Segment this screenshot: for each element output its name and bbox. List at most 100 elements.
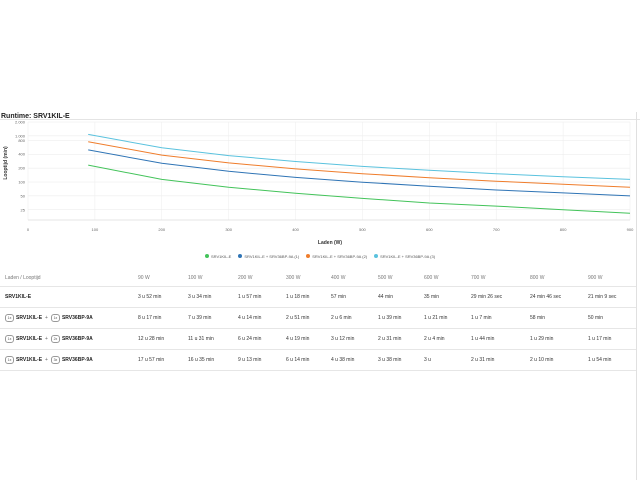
runtime-cell: 4 u 14 min — [238, 315, 262, 321]
legend-dot-icon — [204, 254, 209, 258]
plus-sign: + — [45, 336, 48, 342]
runtime-cell: 4 u 19 min — [286, 336, 310, 342]
chart-title: Runtime: SRV1KIL-E — [1, 113, 70, 120]
model-name: SRV1KIL-E — [5, 294, 32, 300]
x-tick-label: 400 — [292, 227, 299, 232]
table-column-header: 900 W — [588, 275, 603, 281]
quantity-badge: 1x — [50, 314, 60, 322]
legend-item[interactable]: SRV1KIL-E + SRV36BP-9A (3) — [374, 254, 435, 259]
quantity-badge: 2x — [50, 335, 60, 343]
runtime-cell: 1 u 18 min — [286, 294, 310, 300]
runtime-cell: 1 u 21 min — [424, 315, 448, 321]
model-name: SRV1KIL-E — [16, 315, 43, 321]
model-name: SRV1KIL-E — [16, 357, 43, 363]
legend-label: SRV1KIL-E — [210, 253, 232, 259]
legend-item[interactable]: SRV1KIL-E + SRV36BP-9A (2) — [306, 254, 367, 259]
quantity-badge: 3x — [50, 356, 60, 364]
runtime-cell: 1 u 54 min — [588, 357, 612, 363]
table-column-header: 400 W — [331, 275, 346, 281]
x-tick-label: 0 — [27, 227, 30, 232]
plus-sign: + — [45, 315, 48, 321]
row-label: 1x SRV1KIL-E +1x SRV36BP-9A — [5, 308, 93, 328]
runtime-cell: 2 u 51 min — [286, 315, 310, 321]
series-line — [88, 133, 631, 180]
x-tick-label: 300 — [225, 227, 232, 232]
runtime-cell: 29 min 26 sec — [471, 294, 503, 300]
x-tick-label: 200 — [158, 227, 165, 232]
table-column-header: 90 W — [138, 275, 150, 281]
runtime-cell: 17 u 57 min — [138, 357, 165, 363]
table-column-header: 600 W — [424, 275, 439, 281]
table-column-header: 800 W — [530, 275, 545, 281]
legend-item[interactable]: SRV1KIL-E + SRV36BP-9A (1) — [238, 254, 299, 259]
x-tick-label: 700 — [493, 227, 500, 232]
legend-dot-icon — [306, 254, 311, 258]
table-header-row: Laden / Looptijd 90 W 100 W 200 W 300 W 400 … — [0, 270, 636, 287]
legend-label: SRV1KIL-E + SRV36BP-9A (3) — [380, 253, 436, 259]
runtime-cell: 4 u 38 min — [331, 357, 355, 363]
series-line — [88, 164, 631, 214]
x-tick-label: 600 — [426, 227, 433, 232]
runtime-cell: 2 u 31 min — [471, 357, 495, 363]
runtime-cell: 11 u 31 min — [188, 336, 214, 342]
runtime-cell: 44 min — [378, 294, 394, 300]
runtime-cell: 2 u 31 min — [378, 336, 402, 342]
runtime-cell: 6 u 14 min — [286, 357, 310, 363]
runtime-cell: 1 u 57 min — [238, 294, 262, 300]
x-tick-label: 100 — [92, 227, 99, 232]
runtime-cell: 3 u 34 min — [188, 294, 212, 300]
model-name: SRV1KIL-E — [16, 336, 43, 342]
runtime-cell: 2 u 4 min — [424, 336, 445, 342]
y-tick-label: 800 — [18, 138, 25, 143]
legend-item[interactable]: SRV1KIL-E — [204, 253, 232, 259]
table-column-header: 100 W — [188, 275, 203, 281]
quantity-badge: 1x — [5, 335, 14, 343]
y-tick-label: 100 — [18, 180, 25, 185]
table-row: 1x SRV1KIL-E +1x SRV36BP-9A 8 u 17 min 7 u 39… — [0, 308, 636, 329]
legend-dot-icon — [374, 254, 379, 258]
runtime-cell: 58 min — [530, 315, 546, 321]
y-tick-label: 1.000 — [15, 133, 26, 138]
runtime-cell: 2 u 6 min — [331, 315, 352, 321]
table-row: 1x SRV1KIL-E +2x SRV36BP-9A 12 u 28 min 11 u … — [0, 329, 636, 350]
scroll-edge — [636, 112, 637, 480]
y-tick-label: 200 — [18, 166, 25, 171]
legend-dot-icon — [238, 254, 243, 258]
series-line — [88, 149, 631, 197]
table-row: SRV1KIL-E 3 u 52 min 3 u 34 min 1 u 57 min 1… — [0, 287, 636, 308]
page-top-area — [0, 0, 640, 112]
runtime-cell: 3 u 38 min — [378, 357, 402, 363]
plus-sign: + — [45, 357, 48, 363]
y-tick-label: 25 — [21, 207, 26, 212]
runtime-cell: 7 u 39 min — [188, 315, 212, 321]
table-column-header: 500 W — [378, 275, 393, 281]
runtime-cell: 16 u 35 min — [188, 357, 215, 363]
runtime-cell: 2 u 10 min — [530, 357, 554, 363]
battery-pack-name: SRV36BP-9A — [61, 357, 93, 363]
runtime-cell: 1 u 39 min — [378, 315, 402, 321]
runtime-cell: 12 u 28 min — [138, 336, 165, 342]
runtime-cell: 1 u 7 min — [471, 315, 492, 321]
row-label: SRV1KIL-E — [5, 287, 31, 307]
y-tick-label: 50 — [21, 193, 26, 198]
runtime-cell: 3 u 12 min — [331, 336, 355, 342]
x-axis-ticks: 0 100 200 300 400 500 600 700 800 900 — [27, 227, 634, 232]
table-header-label: Laden / Looptijd — [5, 275, 41, 281]
x-tick-label: 500 — [359, 227, 366, 232]
runtime-cell: 3 u 52 min — [138, 294, 162, 300]
quantity-badge: 1x — [5, 314, 14, 322]
runtime-cell: 1 u 29 min — [530, 336, 554, 342]
x-axis-label: Laden (W) — [318, 240, 342, 246]
runtime-cell: 9 u 13 min — [238, 357, 262, 363]
runtime-cell: 3 u — [424, 357, 431, 363]
battery-pack-name: SRV36BP-9A — [61, 336, 93, 342]
runtime-cell: 8 u 17 min — [138, 315, 162, 321]
x-tick-label: 900 — [627, 227, 634, 232]
row-label: 1x SRV1KIL-E +2x SRV36BP-9A — [5, 329, 93, 349]
chart-legend: SRV1KIL-E SRV1KIL-E + SRV36BP-9A (1) SRV1K… — [0, 252, 640, 260]
runtime-cell: 6 u 24 min — [238, 336, 262, 342]
table-row: 1x SRV1KIL-E +3x SRV36BP-9A 17 u 57 min 16 u … — [0, 350, 636, 371]
battery-pack-name: SRV36BP-9A — [61, 315, 93, 321]
